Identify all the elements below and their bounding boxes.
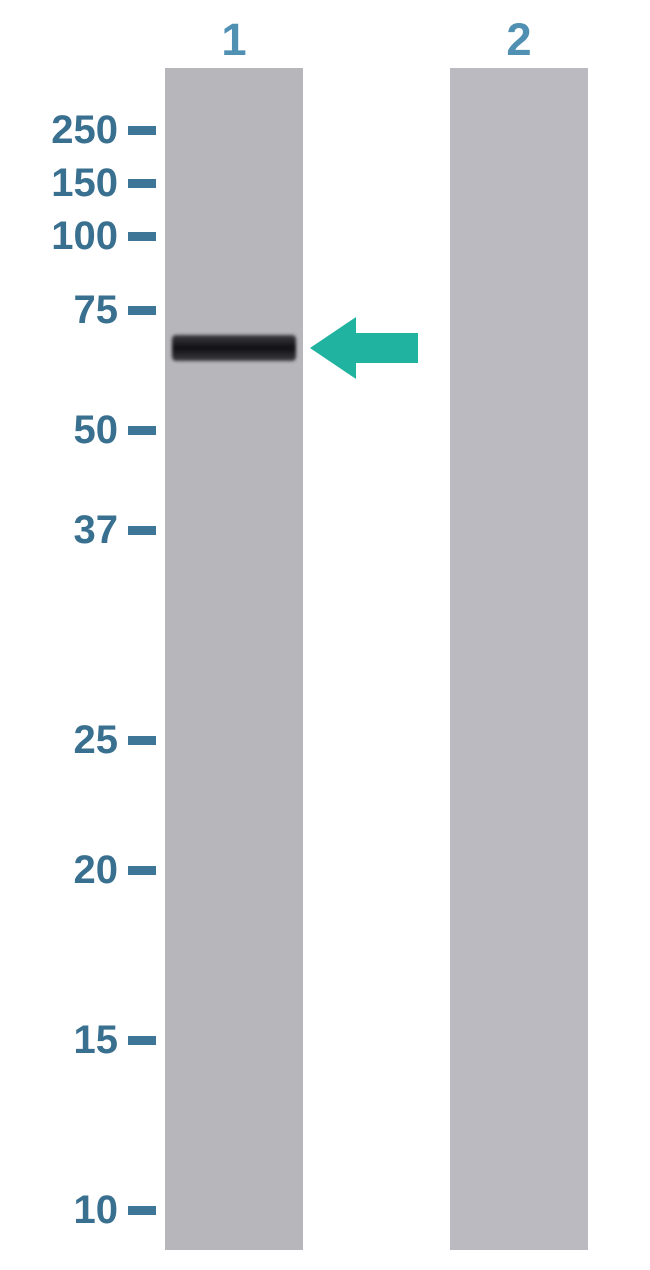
mw-label-250: 250 — [8, 108, 118, 153]
lane-2-header: 2 — [450, 14, 588, 66]
western-blot-figure: 1 2 250 150 100 75 50 37 25 20 15 10 — [0, 0, 650, 1270]
arrow-icon — [310, 317, 418, 379]
lane-1-band-1 — [172, 335, 296, 361]
lane-1-header: 1 — [165, 14, 303, 66]
lane-1-strip — [165, 68, 303, 1250]
mw-label-25: 25 — [8, 718, 118, 763]
mw-tick-37 — [128, 526, 156, 535]
mw-label-20: 20 — [8, 848, 118, 893]
mw-label-10: 10 — [8, 1188, 118, 1233]
mw-tick-75 — [128, 306, 156, 315]
lane-2-strip — [450, 68, 588, 1250]
mw-tick-50 — [128, 426, 156, 435]
mw-tick-15 — [128, 1036, 156, 1045]
band-indicator-arrow — [310, 317, 418, 379]
mw-label-15: 15 — [8, 1018, 118, 1063]
mw-tick-100 — [128, 232, 156, 241]
mw-tick-150 — [128, 179, 156, 188]
mw-label-100: 100 — [8, 214, 118, 259]
mw-tick-10 — [128, 1206, 156, 1215]
mw-tick-20 — [128, 866, 156, 875]
mw-label-150: 150 — [8, 161, 118, 206]
mw-tick-250 — [128, 126, 156, 135]
mw-label-50: 50 — [8, 408, 118, 453]
mw-label-37: 37 — [8, 508, 118, 553]
mw-label-75: 75 — [8, 288, 118, 333]
mw-tick-25 — [128, 736, 156, 745]
